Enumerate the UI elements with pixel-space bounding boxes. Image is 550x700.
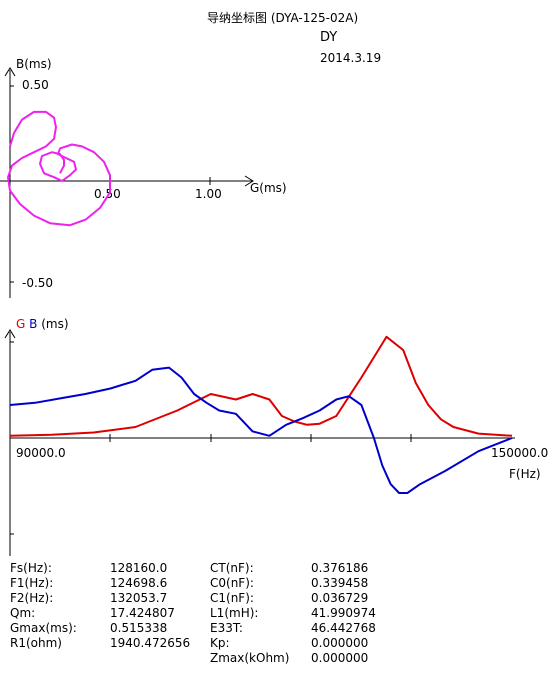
sweep-legend: G B (ms) — [16, 317, 69, 331]
stat-value: 0.515338 — [110, 621, 168, 635]
stat-value: 128160.0 — [110, 561, 168, 575]
stat-label: Fs(Hz): — [10, 561, 52, 575]
stat-label: Qm: — [10, 606, 36, 620]
chart-title: 导纳坐标图 (DYA-125-02A) — [207, 11, 359, 25]
series-b-line — [9, 366, 513, 494]
admittance-xtick-100: 1.00 — [195, 187, 222, 201]
stat-value: 46.442768 — [311, 621, 376, 635]
sweep-y-arrow — [4, 329, 16, 339]
stat-label: L1(mH): — [210, 606, 259, 620]
stat-label: R1(ohm) — [10, 636, 62, 650]
sweep-xticks — [109, 434, 412, 442]
stat-label: F2(Hz): — [10, 591, 54, 605]
legend-b: B — [29, 317, 38, 331]
stat-label: Kp: — [210, 636, 230, 650]
plots-canvas — [0, 67, 515, 556]
admittance-x-arrow — [244, 175, 254, 187]
sweep-x-end: 150000.0 — [491, 446, 549, 460]
stat-value: 132053.7 — [110, 591, 168, 605]
stat-label: CT(nF): — [210, 561, 254, 575]
stat-value: 0.376186 — [311, 561, 369, 575]
admittance-y-arrow — [4, 67, 16, 77]
operator-label: DY — [320, 30, 338, 45]
stat-value: 0.036729 — [311, 591, 369, 605]
stat-label: Zmax(kOhm) — [210, 651, 290, 665]
stat-label: E33T: — [210, 621, 243, 635]
stat-value: 17.424807 — [110, 606, 175, 620]
admittance-ytick-top: 0.50 — [22, 78, 49, 92]
stat-label: Gmax(ms): — [10, 621, 77, 635]
stat-value: 0.339458 — [311, 576, 369, 590]
sweep-xlabel: F(Hz) — [509, 467, 541, 481]
stat-value: 0.000000 — [311, 636, 369, 650]
admittance-curve — [7, 110, 111, 227]
date-label: 2014.3.19 — [320, 51, 382, 65]
admittance-ytick-bottom: -0.50 — [22, 276, 54, 290]
stat-label: C0(nF): — [210, 576, 254, 590]
admittance-ylabel: B(ms) — [16, 57, 52, 71]
stat-value: 41.990974 — [311, 606, 376, 620]
stat-value: 1940.472656 — [110, 636, 191, 650]
stat-value: 124698.6 — [110, 576, 168, 590]
legend-unit: (ms) — [41, 317, 69, 331]
admittance-xtick-050: 0.50 — [94, 187, 121, 201]
stat-label: C1(nF): — [210, 591, 254, 605]
admittance-xlabel: G(ms) — [250, 181, 287, 195]
stat-value: 0.000000 — [311, 651, 369, 665]
sweep-x-start: 90000.0 — [16, 446, 66, 460]
stat-label: F1(Hz): — [10, 576, 54, 590]
legend-g: G — [16, 317, 26, 331]
series-g-line — [9, 335, 513, 437]
